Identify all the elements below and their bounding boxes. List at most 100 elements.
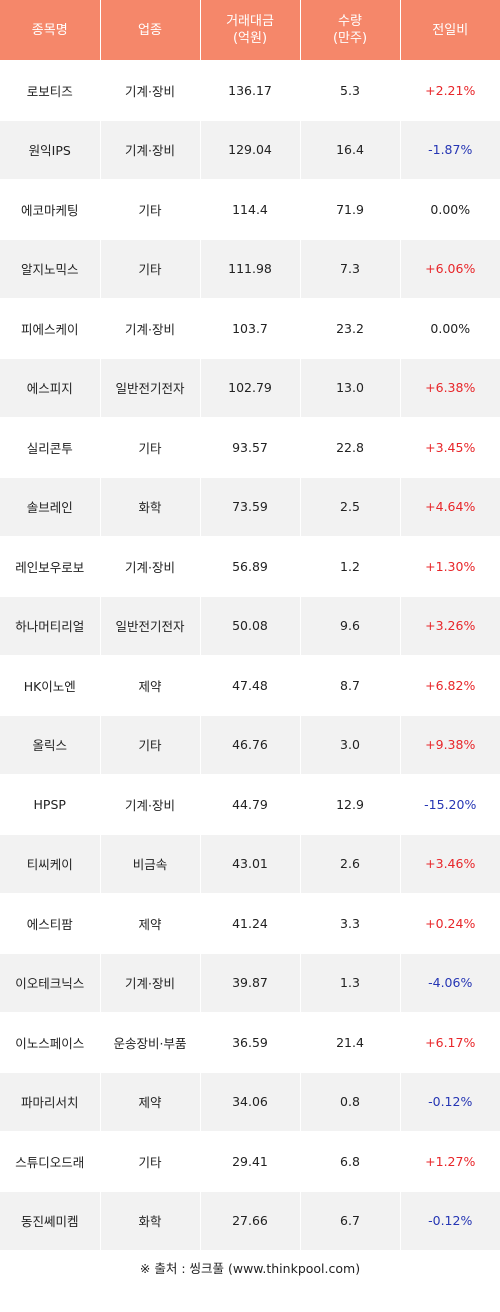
cell-change: +1.30%: [400, 536, 500, 597]
cell-sector: 일반전기전자: [100, 596, 201, 656]
cell-stock-name: HPSP: [0, 774, 101, 835]
cell-trade-amount: 136.17: [200, 60, 301, 121]
cell-change: +3.46%: [400, 834, 500, 894]
cell-trade-amount: 50.08: [200, 596, 301, 656]
cell-change: -0.12%: [400, 1191, 500, 1251]
cell-change: +0.24%: [400, 893, 500, 954]
cell-stock-name: 이오테크닉스: [0, 953, 101, 1013]
table-row: 원익IPS 기계·장비 129.04 16.4 -1.87%: [0, 120, 500, 180]
cell-stock-name: 레인보우로보: [0, 536, 101, 597]
cell-stock-name: 스튜디오드래: [0, 1131, 101, 1192]
cell-volume: 2.6: [300, 834, 401, 894]
table-row: 솔브레인 화학 73.59 2.5 +4.64%: [0, 477, 500, 537]
cell-stock-name: 알지노믹스: [0, 239, 101, 299]
header-trade-amount: 거래대금 (억원): [200, 0, 301, 61]
cell-sector: 기계·장비: [100, 60, 201, 121]
cell-sector: 기타: [100, 417, 201, 478]
cell-sector: 기타: [100, 179, 201, 240]
cell-trade-amount: 111.98: [200, 239, 301, 299]
table-row: 에스피지 일반전기전자 102.79 13.0 +6.38%: [0, 358, 500, 418]
table-row: 티씨케이 비금속 43.01 2.6 +3.46%: [0, 834, 500, 894]
cell-trade-amount: 34.06: [200, 1072, 301, 1132]
cell-volume: 3.3: [300, 893, 401, 954]
cell-volume: 6.7: [300, 1191, 401, 1251]
cell-sector: 일반전기전자: [100, 358, 201, 418]
cell-volume: 13.0: [300, 358, 401, 418]
table-row: 동진쎄미켐 화학 27.66 6.7 -0.12%: [0, 1191, 500, 1251]
cell-volume: 22.8: [300, 417, 401, 478]
header-sector: 업종: [100, 0, 201, 61]
cell-stock-name: 동진쎄미켐: [0, 1191, 101, 1251]
header-stock-name: 종목명: [0, 0, 101, 61]
cell-stock-name: 하나머티리얼: [0, 596, 101, 656]
table-row: 이오테크닉스 기계·장비 39.87 1.3 -4.06%: [0, 953, 500, 1013]
cell-stock-name: 파마리서치: [0, 1072, 101, 1132]
cell-trade-amount: 44.79: [200, 774, 301, 835]
cell-trade-amount: 27.66: [200, 1191, 301, 1251]
table-row: 에스티팜 제약 41.24 3.3 +0.24%: [0, 893, 500, 954]
table-row: 하나머티리얼 일반전기전자 50.08 9.6 +3.26%: [0, 596, 500, 656]
cell-sector: 화학: [100, 1191, 201, 1251]
table-row: 피에스케이 기계·장비 103.7 23.2 0.00%: [0, 298, 500, 359]
cell-trade-amount: 36.59: [200, 1012, 301, 1073]
cell-volume: 0.8: [300, 1072, 401, 1132]
cell-trade-amount: 93.57: [200, 417, 301, 478]
table-row: 파마리서치 제약 34.06 0.8 -0.12%: [0, 1072, 500, 1132]
cell-change: -15.20%: [400, 774, 500, 835]
cell-volume: 2.5: [300, 477, 401, 537]
cell-trade-amount: 47.48: [200, 655, 301, 716]
cell-trade-amount: 43.01: [200, 834, 301, 894]
cell-sector: 기계·장비: [100, 953, 201, 1013]
cell-sector: 운송장비·부품: [100, 1012, 201, 1073]
cell-stock-name: 이노스페이스: [0, 1012, 101, 1073]
cell-volume: 23.2: [300, 298, 401, 359]
cell-sector: 기계·장비: [100, 774, 201, 835]
cell-trade-amount: 114.4: [200, 179, 301, 240]
cell-volume: 8.7: [300, 655, 401, 716]
cell-sector: 기타: [100, 239, 201, 299]
cell-change: +6.06%: [400, 239, 500, 299]
cell-stock-name: 티씨케이: [0, 834, 101, 894]
cell-change: +6.38%: [400, 358, 500, 418]
cell-change: -4.06%: [400, 953, 500, 1013]
cell-volume: 6.8: [300, 1131, 401, 1192]
table-header-row: 종목명 업종 거래대금 (억원) 수량 (만주) 전일비: [0, 0, 500, 61]
cell-volume: 1.2: [300, 536, 401, 597]
cell-sector: 기타: [100, 1131, 201, 1192]
cell-volume: 5.3: [300, 60, 401, 121]
cell-volume: 16.4: [300, 120, 401, 180]
cell-trade-amount: 56.89: [200, 536, 301, 597]
cell-sector: 제약: [100, 655, 201, 716]
table-row: 로보티즈 기계·장비 136.17 5.3 +2.21%: [0, 60, 500, 121]
cell-trade-amount: 73.59: [200, 477, 301, 537]
cell-sector: 기계·장비: [100, 536, 201, 597]
cell-stock-name: 에코마케팅: [0, 179, 101, 240]
cell-change: +1.27%: [400, 1131, 500, 1192]
cell-volume: 21.4: [300, 1012, 401, 1073]
header-volume: 수량 (만주): [300, 0, 401, 61]
cell-stock-name: 에스티팜: [0, 893, 101, 954]
cell-sector: 화학: [100, 477, 201, 537]
cell-sector: 기계·장비: [100, 298, 201, 359]
table-row: HPSP 기계·장비 44.79 12.9 -15.20%: [0, 774, 500, 835]
cell-change: +2.21%: [400, 60, 500, 121]
cell-stock-name: 실리콘투: [0, 417, 101, 478]
cell-trade-amount: 29.41: [200, 1131, 301, 1192]
table-row: 실리콘투 기타 93.57 22.8 +3.45%: [0, 417, 500, 478]
cell-trade-amount: 46.76: [200, 715, 301, 775]
cell-volume: 7.3: [300, 239, 401, 299]
cell-volume: 9.6: [300, 596, 401, 656]
cell-stock-name: 올릭스: [0, 715, 101, 775]
cell-sector: 기계·장비: [100, 120, 201, 180]
header-change: 전일비: [400, 0, 500, 61]
cell-change: +3.26%: [400, 596, 500, 656]
cell-change: -1.87%: [400, 120, 500, 180]
table-row: 올릭스 기타 46.76 3.0 +9.38%: [0, 715, 500, 775]
cell-trade-amount: 41.24: [200, 893, 301, 954]
table-row: HK이노엔 제약 47.48 8.7 +6.82%: [0, 655, 500, 716]
cell-volume: 1.3: [300, 953, 401, 1013]
cell-volume: 12.9: [300, 774, 401, 835]
source-note: ※ 출처 : 씽크풀 (www.thinkpool.com): [139, 1261, 361, 1276]
cell-stock-name: 솔브레인: [0, 477, 101, 537]
